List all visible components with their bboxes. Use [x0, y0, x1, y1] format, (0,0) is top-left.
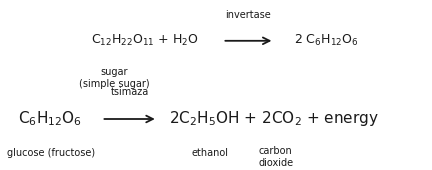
Text: 2 C$_{6}$H$_{12}$O$_{6}$: 2 C$_{6}$H$_{12}$O$_{6}$ [294, 33, 359, 48]
Text: carbon
dioxide: carbon dioxide [258, 146, 293, 168]
Text: sugar
(simple sugar): sugar (simple sugar) [79, 67, 150, 89]
Text: tsimaza: tsimaza [111, 87, 149, 97]
Text: glucose (fructose): glucose (fructose) [7, 148, 95, 158]
Text: C$_{6}$H$_{12}$O$_{6}$: C$_{6}$H$_{12}$O$_{6}$ [18, 110, 82, 128]
Text: 2C$_{2}$H$_{5}$OH + 2CO$_{2}$ + energy: 2C$_{2}$H$_{5}$OH + 2CO$_{2}$ + energy [169, 109, 379, 129]
Text: invertase: invertase [226, 10, 271, 20]
Text: ethanol: ethanol [191, 148, 228, 158]
Text: C$_{12}$H$_{22}$O$_{11}$ + H$_{2}$O: C$_{12}$H$_{22}$O$_{11}$ + H$_{2}$O [91, 33, 199, 48]
